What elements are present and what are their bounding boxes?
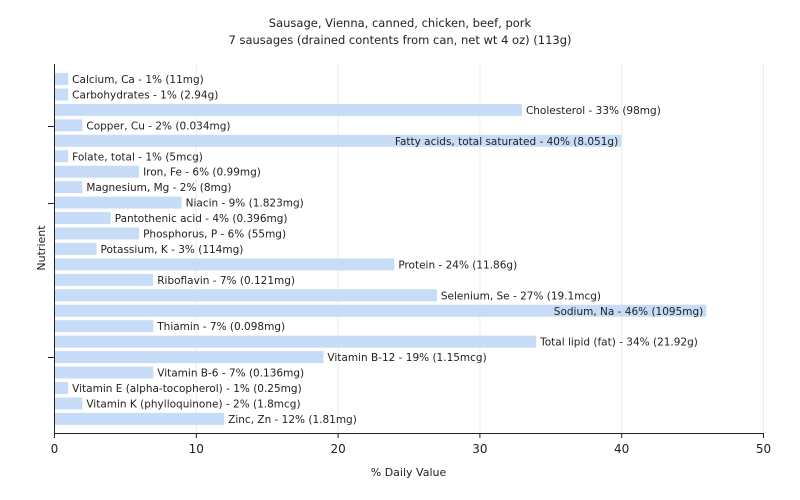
bar-label: Vitamin E (alpha-tocopherol) - 1% (0.25m… (72, 383, 302, 395)
x-tick-label: 50 (756, 442, 771, 456)
bar (55, 397, 83, 410)
bar (55, 227, 140, 240)
bar-label: Riboflavin - 7% (0.121mg) (157, 275, 295, 287)
bar-label: Fatty acids, total saturated - 40% (8.05… (395, 136, 618, 148)
x-axis-label: % Daily Value (371, 466, 447, 479)
bar-label: Iron, Fe - 6% (0.99mg) (143, 167, 261, 179)
bar-label: Vitamin B-6 - 7% (0.136mg) (157, 368, 304, 380)
axes: 0 10 20 30 40 50 (48, 64, 771, 456)
bar-label: Magnesium, Mg - 2% (8mg) (86, 182, 231, 194)
bar-label: Folate, total - 1% (5mcg) (72, 151, 203, 163)
bar-label: Total lipid (fat) - 34% (21.92g) (539, 337, 698, 349)
bar (55, 88, 69, 101)
bar-label: Thiamin - 7% (0.098mg) (156, 321, 285, 333)
bar (55, 273, 154, 286)
bar-label: Pantothenic acid - 4% (0.396mg) (115, 213, 288, 225)
bar-label: Zinc, Zn - 12% (1.81mg) (228, 414, 357, 426)
bar-label: Protein - 24% (11.86g) (398, 259, 517, 271)
bar (55, 150, 69, 163)
bar (55, 351, 324, 364)
bars: Calcium, Ca - 1% (11mg) Carbohydrates - 1… (55, 73, 707, 426)
bar-label: Phosphorus, P - 6% (55mg) (143, 229, 286, 241)
bar (55, 196, 182, 209)
bar-label: Selenium, Se - 27% (19.1mcg) (441, 290, 601, 302)
bar-label: Copper, Cu - 2% (0.034mg) (86, 120, 230, 132)
bar (55, 103, 522, 116)
x-tick-label: 40 (614, 442, 629, 456)
x-tick-label: 30 (472, 442, 487, 456)
chart-title: Sausage, Vienna, canned, chicken, beef, … (269, 16, 532, 30)
bar (55, 181, 83, 194)
bar (55, 165, 140, 178)
bar (55, 320, 154, 333)
bar (55, 73, 69, 85)
bar (55, 134, 622, 147)
grid (195, 64, 764, 433)
bar (55, 289, 437, 302)
bar-label: Vitamin B-12 - 19% (1.15mcg) (327, 352, 486, 364)
bar (55, 242, 97, 255)
bar-label: Potassium, K - 3% (114mg) (101, 244, 244, 256)
x-tick-label: 20 (330, 442, 345, 456)
chart-subtitle: 7 sausages (drained contents from can, n… (228, 33, 571, 47)
bar (55, 366, 154, 379)
bar (55, 335, 537, 348)
bar (55, 382, 69, 394)
x-tick-label: 10 (189, 442, 204, 456)
x-tick-label: 0 (51, 442, 59, 456)
bar-label: Sodium, Na - 46% (1095mg) (554, 306, 703, 318)
bar-label: Carbohydrates - 1% (2.94g) (72, 89, 218, 101)
bar-label: Calcium, Ca - 1% (11mg) (72, 74, 204, 86)
bar-label: Niacin - 9% (1.823mg) (186, 198, 304, 210)
bar (55, 212, 111, 225)
bar (55, 258, 395, 271)
bar (55, 119, 83, 132)
bar (55, 304, 707, 317)
y-axis-label: Nutrient (35, 225, 48, 271)
bar (55, 412, 225, 425)
bar-label: Cholesterol - 33% (98mg) (526, 105, 661, 117)
bar-label: Vitamin K (phylloquinone) - 2% (1.8mcg) (86, 398, 300, 410)
